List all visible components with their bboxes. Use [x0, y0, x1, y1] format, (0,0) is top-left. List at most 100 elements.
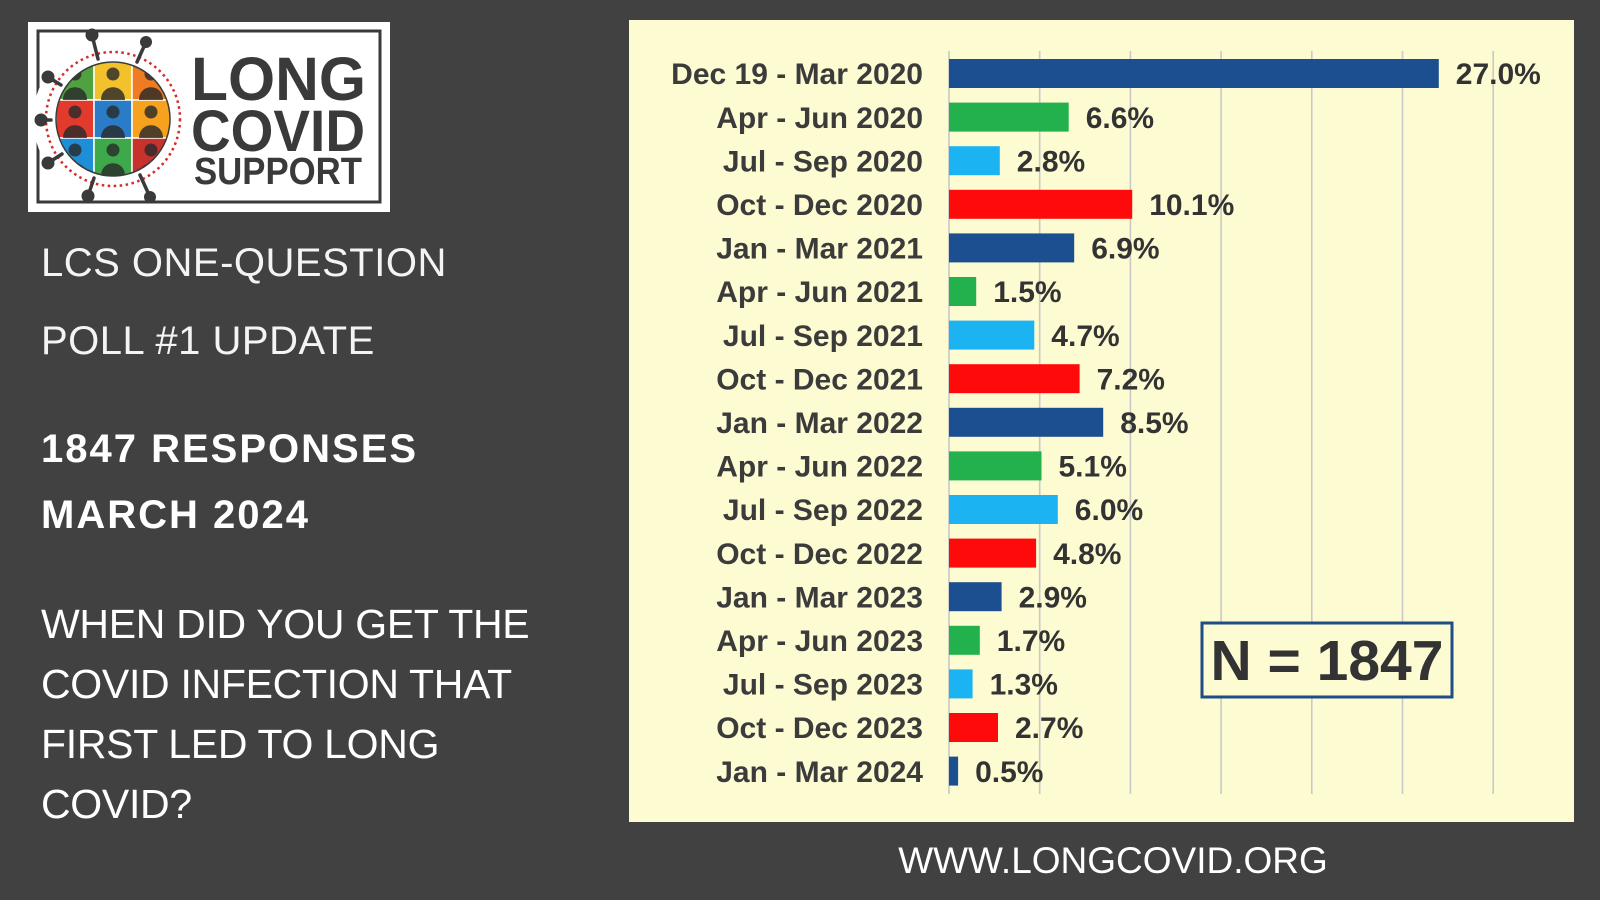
bar — [949, 669, 973, 699]
poll-title-line-2: POLL #1 UPDATE — [41, 319, 375, 363]
emblem-disk-outline — [55, 61, 171, 177]
category-label: Apr - Jun 2023 — [716, 625, 923, 658]
bar — [949, 320, 1035, 350]
category-label: Jan - Mar 2024 — [716, 756, 923, 789]
category-label: Oct - Dec 2021 — [716, 363, 923, 396]
bar-row: Jul - Sep 2020 2.8% — [723, 145, 1085, 178]
value-label: 10.1% — [1149, 189, 1234, 222]
logo-text-covid: COVID — [191, 99, 365, 164]
bar-row: Oct - Dec 2023 2.7% — [716, 712, 1083, 745]
bar-rows: Dec 19 - Mar 2020 27.0% Apr - Jun 2020 6.6%… — [671, 58, 1541, 789]
website-url: WWW.LONGCOVID.ORG — [898, 840, 1328, 881]
bar — [949, 495, 1058, 524]
bar-row: Jul - Sep 2023 1.3% — [723, 669, 1058, 702]
bar — [949, 625, 980, 655]
poll-title-line-1: LCS ONE-QUESTION — [41, 241, 447, 285]
person-silhouette-icon — [101, 67, 125, 100]
person-silhouette-icon — [101, 105, 125, 138]
bar — [949, 102, 1069, 132]
bar-row: Dec 19 - Mar 2020 27.0% — [671, 58, 1541, 91]
bar-row: Jan - Mar 2024 0.5% — [716, 756, 1043, 789]
bar — [949, 582, 1002, 612]
bar — [949, 59, 1439, 88]
value-label: 1.3% — [990, 669, 1058, 702]
value-label: 5.1% — [1059, 451, 1127, 484]
category-label: Oct - Dec 2020 — [716, 189, 923, 222]
bar — [949, 407, 1104, 437]
bar — [949, 538, 1037, 568]
question-line: FIRST LED TO LONG — [41, 721, 440, 767]
bar-row: Jan - Mar 2021 6.9% — [716, 233, 1159, 266]
question-line: WHEN DID YOU GET THE — [41, 601, 530, 647]
value-label: 6.6% — [1086, 102, 1154, 135]
value-label: 2.8% — [1017, 145, 1085, 178]
category-label: Oct - Dec 2023 — [716, 712, 923, 745]
bar — [949, 364, 1080, 394]
value-label: 0.5% — [975, 756, 1043, 789]
question-line: COVID INFECTION THAT — [41, 661, 512, 707]
bar-row: Apr - Jun 2021 1.5% — [716, 276, 1061, 309]
logo-text-support: SUPPORT — [194, 151, 362, 193]
value-label: 1.7% — [997, 625, 1065, 658]
value-label: 8.5% — [1120, 407, 1188, 440]
person-silhouette-icon — [101, 143, 125, 176]
bar — [949, 713, 998, 742]
bar-chart: Dec 19 - Mar 2020 27.0% Apr - Jun 2020 6.6%… — [671, 51, 1541, 794]
category-label: Jul - Sep 2020 — [723, 145, 923, 178]
bar — [949, 146, 1000, 176]
value-label: 27.0% — [1456, 58, 1541, 91]
poll-date: MARCH 2024 — [41, 493, 310, 537]
virus-spike — [135, 36, 152, 64]
category-label: Dec 19 - Mar 2020 — [671, 58, 923, 91]
annotation-box — [1200, 621, 1454, 699]
value-label: 6.9% — [1091, 233, 1159, 266]
value-label: 2.7% — [1015, 712, 1083, 745]
bar — [949, 756, 959, 786]
bar-row: Oct - Dec 2020 10.1% — [716, 189, 1234, 222]
value-label: 1.5% — [993, 276, 1061, 309]
category-label: Jul - Sep 2022 — [723, 494, 923, 527]
bar-row: Oct - Dec 2022 4.8% — [716, 538, 1121, 571]
category-label: Jan - Mar 2021 — [716, 233, 923, 266]
virus-spike — [41, 152, 64, 170]
value-label: 2.9% — [1019, 581, 1087, 614]
bar-row: Oct - Dec 2021 7.2% — [716, 363, 1165, 396]
value-label: 6.0% — [1075, 494, 1143, 527]
bar-row: Apr - Jun 2020 6.6% — [716, 102, 1154, 135]
bar — [949, 451, 1042, 481]
virus-spike — [81, 176, 96, 203]
value-label: 4.8% — [1053, 538, 1121, 571]
sample-size-annotation: N = 1847 — [1200, 621, 1454, 699]
logo: LONG COVID SUPPORT — [28, 22, 390, 212]
person-silhouette-icon — [63, 105, 87, 138]
virus-spike — [138, 173, 156, 203]
virus-spike — [85, 28, 100, 61]
annotation-text: N = 1847 — [1211, 629, 1444, 693]
bar — [949, 189, 1133, 219]
bar-row: Jan - Mar 2023 2.9% — [716, 581, 1087, 614]
category-label: Apr - Jun 2021 — [716, 276, 923, 309]
bar — [949, 277, 977, 306]
bar — [949, 233, 1075, 263]
bar-row: Jul - Sep 2022 6.0% — [723, 494, 1143, 527]
virus-spike — [41, 70, 63, 87]
category-label: Apr - Jun 2022 — [716, 451, 923, 484]
category-label: Jul - Sep 2023 — [723, 669, 923, 702]
virus-spikes — [34, 28, 156, 203]
chart-panel: Dec 19 - Mar 2020 27.0% Apr - Jun 2020 6.6%… — [629, 20, 1574, 822]
category-label: Jan - Mar 2022 — [716, 407, 923, 440]
bar-row: Jul - Sep 2021 4.7% — [723, 320, 1120, 353]
person-silhouette-icon — [139, 105, 163, 138]
bar-row: Apr - Jun 2023 1.7% — [716, 625, 1065, 658]
logo-emblem-icon — [33, 28, 193, 203]
logo-text-long: LONG — [191, 45, 366, 113]
poll-question: WHEN DID YOU GET THE COVID INFECTION THA… — [41, 594, 530, 834]
bar-row: Apr - Jun 2022 5.1% — [716, 451, 1127, 484]
question-line: COVID? — [41, 781, 192, 827]
bar-row: Jan - Mar 2022 8.5% — [716, 407, 1188, 440]
virus-spike — [34, 113, 53, 127]
response-count: 1847 RESPONSES — [41, 427, 419, 471]
category-label: Jul - Sep 2021 — [723, 320, 923, 353]
value-label: 4.7% — [1051, 320, 1119, 353]
